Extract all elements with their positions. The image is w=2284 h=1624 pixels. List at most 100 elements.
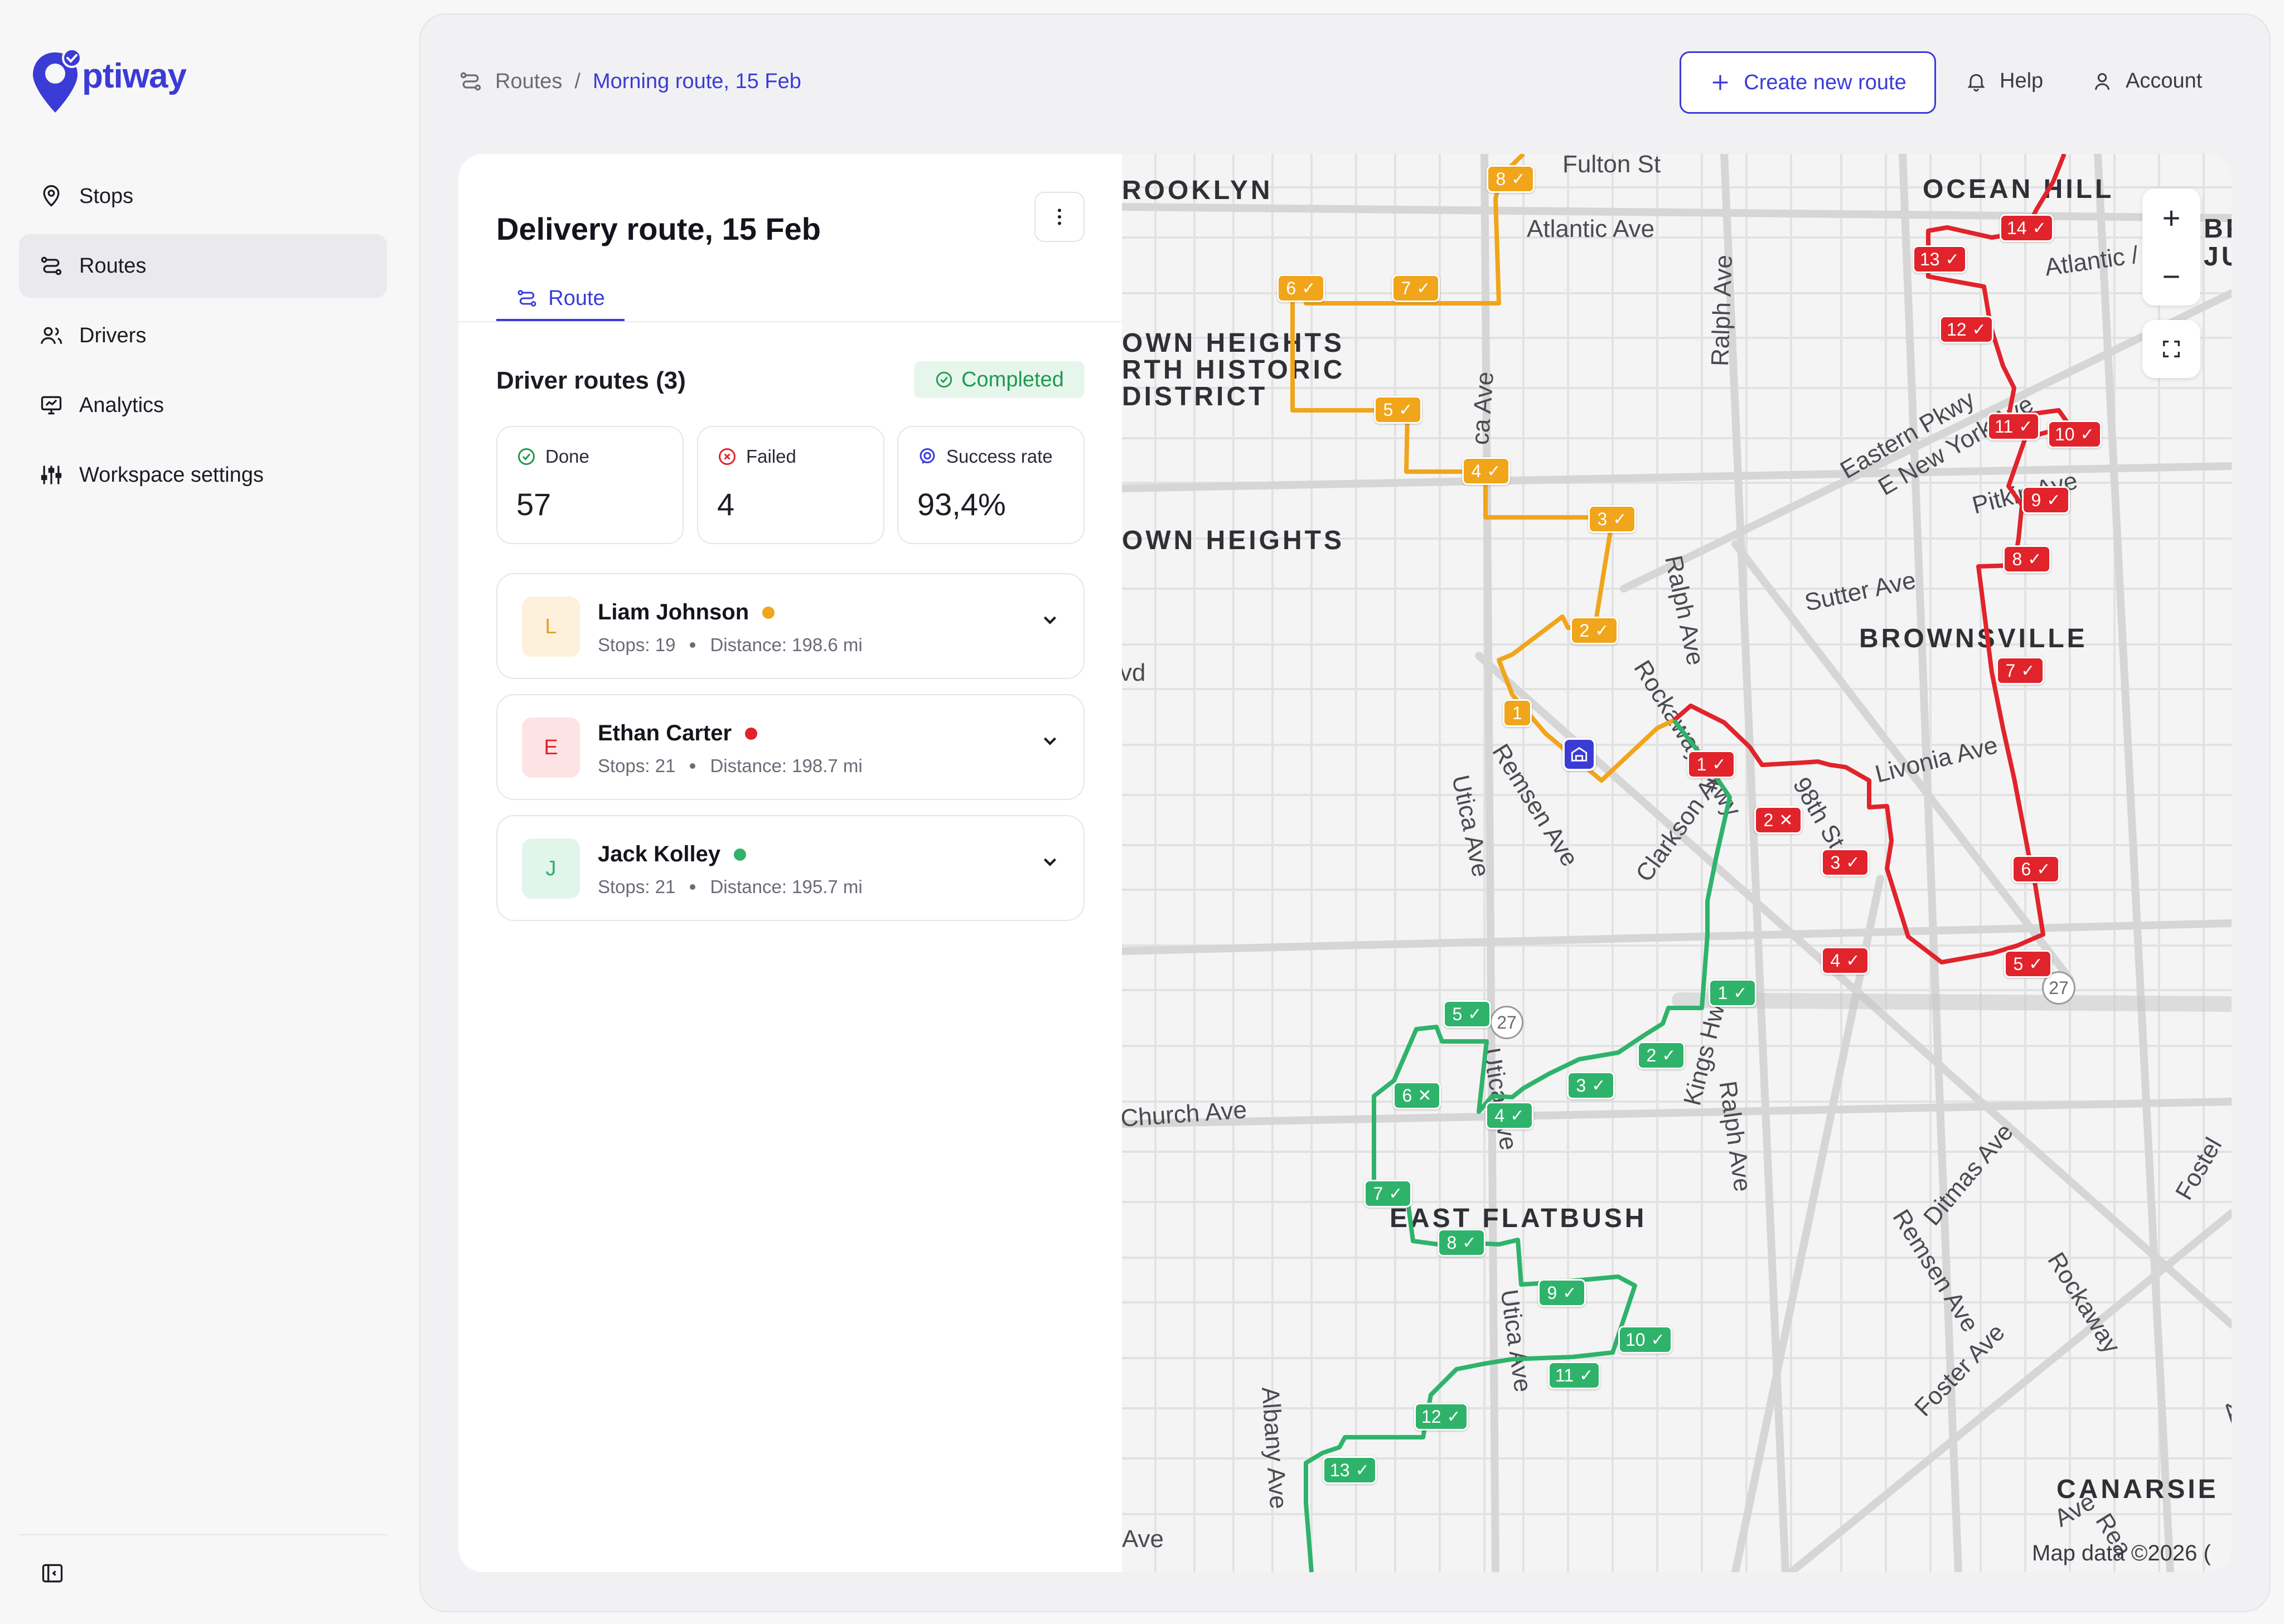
check-circle-icon [936, 371, 952, 388]
map-attribution: Map data ©2026 ( [2032, 1541, 2211, 1565]
help-label: Help [2000, 69, 2044, 93]
stop-marker-red-4[interactable]: 4 ✓ [1821, 947, 1869, 975]
stop-marker-green-12[interactable]: 12 ✓ [1414, 1403, 1468, 1431]
route-icon [517, 290, 536, 307]
stat-value: 4 [717, 487, 735, 522]
sidebar-item-stops[interactable]: Stops [19, 164, 387, 228]
page-title: Delivery route, 15 Feb [496, 211, 821, 246]
stop-marker-red-12[interactable]: 12 ✓ [1939, 316, 1993, 343]
logo[interactable]: ptiway [31, 48, 187, 115]
driver-card-jack[interactable]: J Jack Kolley Stops: 21 Distance: 195.7 m… [496, 815, 1085, 921]
zoom-out-button[interactable]: − [2162, 259, 2181, 294]
district-label: OWN HEIGHTS RTH HISTORIC DISTRICT [1122, 328, 1346, 411]
stop-marker-green-2[interactable]: 2 ✓ [1637, 1041, 1685, 1069]
sidebar-item-label: Routes [79, 254, 147, 278]
stop-marker-yellow-2[interactable]: 2 ✓ [1570, 617, 1618, 644]
stop-marker-red-8[interactable]: 8 ✓ [2003, 545, 2051, 573]
stop-marker-green-1[interactable]: 1 ✓ [1709, 979, 1756, 1007]
route-card: Delivery route, 15 Feb Route Driver rout… [458, 154, 2232, 1572]
check-circle-icon [518, 448, 535, 465]
sliders-icon [41, 466, 62, 484]
stop-marker-green-6[interactable]: 6 ✕ [1393, 1082, 1441, 1109]
stop-marker-green-7[interactable]: 7 ✓ [1364, 1180, 1412, 1208]
zoom-in-button[interactable]: + [2162, 200, 2181, 235]
stop-marker-yellow-5[interactable]: 5 ✓ [1374, 396, 1422, 424]
account-link[interactable]: Account [2091, 69, 2202, 93]
sidebar-item-analytics[interactable]: Analytics [19, 374, 387, 437]
sidebar-item-drivers[interactable]: Drivers [19, 304, 387, 367]
stop-marker-red-10[interactable]: 10 ✓ [2048, 420, 2102, 448]
district-label: ROOKLYN [1122, 176, 1273, 205]
stop-marker-red-2[interactable]: 2 ✕ [1754, 806, 1802, 834]
user-icon [2094, 72, 2110, 90]
map[interactable]: ROOKLYN OCEAN HILL OWN HEIGHTS RTH HISTO… [1122, 154, 2232, 1572]
driver-card-liam[interactable]: L Liam Johnson Stops: 19 Distance: 198.6 … [496, 573, 1085, 679]
avatar: J [522, 838, 580, 899]
stop-marker-green-10[interactable]: 10 ✓ [1618, 1326, 1672, 1354]
depot-marker[interactable] [1562, 738, 1596, 771]
collapse-sidebar-icon[interactable] [40, 1561, 65, 1586]
chevron-down-icon[interactable] [1037, 607, 1063, 632]
district-label: CANARSIE [2056, 1475, 2219, 1504]
stat-done: Done 57 [496, 426, 684, 544]
create-new-route-label: Create new route [1744, 70, 1906, 94]
stop-marker-red-9[interactable]: 9 ✓ [2022, 486, 2070, 514]
stop-marker-green-13[interactable]: 13 ✓ [1323, 1456, 1377, 1484]
sidebar-item-label: Workspace settings [79, 463, 264, 487]
stop-marker-yellow-1[interactable]: 1 [1503, 699, 1532, 727]
stop-marker-red-7[interactable]: 7 ✓ [1996, 657, 2044, 685]
stop-marker-green-4[interactable]: 4 ✓ [1485, 1102, 1533, 1129]
sidebar-item-workspace-settings[interactable]: Workspace settings [19, 443, 387, 507]
driver-card-ethan[interactable]: E Ethan Carter Stops: 21 Distance: 198.7 … [496, 694, 1085, 800]
create-new-route-button[interactable]: Create new route [1680, 51, 1936, 114]
breadcrumb: Routes / Morning route, 15 Feb [458, 69, 801, 94]
stop-marker-yellow-7[interactable]: 7 ✓ [1392, 274, 1440, 302]
status-badge-label: Completed [961, 367, 1064, 391]
stop-marker-red-3[interactable]: 3 ✓ [1821, 849, 1869, 876]
stop-marker-green-11[interactable]: 11 ✓ [1548, 1361, 1601, 1389]
tab-route[interactable]: Route [496, 278, 625, 321]
more-options-button[interactable] [1034, 192, 1085, 242]
chevron-down-icon[interactable] [1037, 728, 1063, 753]
stop-marker-red-1[interactable]: 1 ✓ [1687, 750, 1735, 778]
stat-success-rate: Success rate 93,4% [897, 426, 1085, 544]
route-shield: 27 [1490, 1006, 1523, 1039]
driver-name: Ethan Carter [598, 721, 732, 745]
sidebar-item-routes[interactable]: Routes [19, 234, 387, 298]
map-base [1122, 154, 2232, 1572]
stop-marker-red-6[interactable]: 6 ✓ [2012, 855, 2060, 883]
driver-color-dot [734, 848, 747, 861]
stop-marker-red-13[interactable]: 13 ✓ [1913, 245, 1967, 273]
main-area: Routes / Morning route, 15 Feb Create ne… [419, 13, 2271, 1612]
driver-routes-title: Driver routes (3) [496, 367, 686, 394]
stop-marker-green-9[interactable]: 9 ✓ [1538, 1279, 1586, 1307]
stop-marker-green-5[interactable]: 5 ✓ [1443, 1000, 1491, 1028]
route-icon [41, 256, 62, 275]
driver-stops: Stops: 21 [598, 755, 676, 776]
stop-marker-yellow-3[interactable]: 3 ✓ [1588, 505, 1636, 533]
stop-marker-red-14[interactable]: 14 ✓ [2000, 214, 2054, 242]
stop-marker-green-3[interactable]: 3 ✓ [1567, 1072, 1615, 1099]
location-pin-icon [43, 185, 60, 207]
chevron-down-icon[interactable] [1037, 849, 1063, 874]
stop-marker-green-8[interactable]: 8 ✓ [1438, 1229, 1485, 1257]
sidebar-item-label: Analytics [79, 393, 164, 417]
street-label: Atlantic Ave [1527, 215, 1655, 243]
stat-label: Success rate [946, 446, 1053, 467]
driver-distance: Distance: 198.7 mi [710, 755, 863, 776]
stop-marker-red-11[interactable]: 11 ✓ [1987, 413, 2040, 440]
driver-distance: Distance: 198.6 mi [710, 634, 863, 655]
street-label: Ave [1122, 1525, 1164, 1553]
help-link[interactable]: Help [1965, 69, 2043, 93]
markers-layer: 27 27 8 ✓ 6 ✓ 7 ✓ 5 ✓ 4 ✓ 3 ✓ 2 ✓ 1 14 ✓ 13 ✓ 12 ✓… [1122, 154, 2232, 1572]
breadcrumb-routes-link[interactable]: Routes [495, 69, 563, 93]
logo-text: ptiway [82, 56, 187, 95]
plus-icon [1712, 75, 1728, 90]
stop-marker-yellow-6[interactable]: 6 ✓ [1277, 274, 1325, 302]
stop-marker-red-5[interactable]: 5 ✓ [2004, 950, 2052, 978]
fullscreen-button[interactable] [2142, 320, 2200, 378]
warehouse-icon [1571, 746, 1588, 762]
stop-marker-yellow-8[interactable]: 8 ✓ [1487, 165, 1535, 193]
stop-marker-yellow-4[interactable]: 4 ✓ [1462, 457, 1510, 485]
driver-stops: Stops: 19 [598, 634, 676, 655]
